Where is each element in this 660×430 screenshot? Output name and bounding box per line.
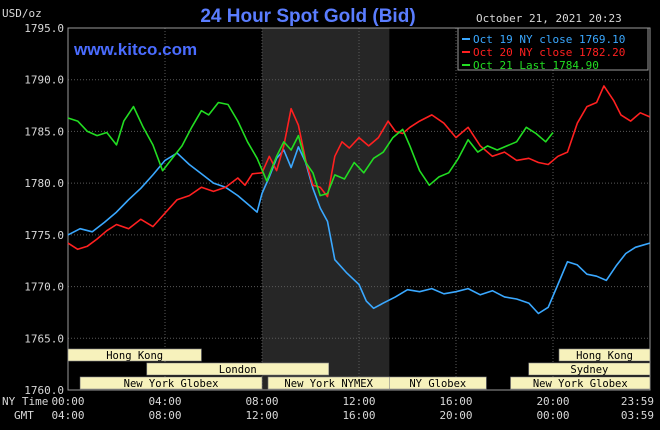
- x-tick-label-gmt: 20:00: [439, 409, 472, 422]
- y-tick-label: 1765.0: [24, 332, 64, 345]
- chart-title: 24 Hour Spot Gold (Bid): [200, 6, 415, 27]
- session-label: Sydney: [570, 364, 608, 376]
- y-axis-unit: USD/oz: [2, 7, 42, 20]
- series-line-oct-19: [67, 146, 651, 315]
- session-label: Hong Kong: [106, 350, 163, 362]
- nymex-session-band: [262, 28, 390, 390]
- x-axis-label-gmt: GMT: [14, 409, 34, 422]
- series-line-oct-21: [67, 101, 554, 197]
- session-bar: [558, 348, 651, 362]
- y-tick-label: 1780.0: [24, 177, 64, 190]
- session-bar: [79, 376, 263, 390]
- legend-box: [457, 27, 649, 71]
- session-bar: [146, 362, 329, 376]
- x-tick-label-ny: 23:59: [621, 395, 654, 408]
- session-bar: [528, 362, 651, 376]
- x-tick-label-ny: 08:00: [245, 395, 278, 408]
- session-bar: [510, 376, 651, 390]
- x-tick-label-ny: 04:00: [148, 395, 181, 408]
- x-tick-label-ny: 20:00: [536, 395, 569, 408]
- x-tick-label-gmt: 04:00: [51, 409, 84, 422]
- x-tick-label-ny: 16:00: [439, 395, 472, 408]
- plot-frame: [67, 27, 651, 391]
- session-label: New York Globex: [533, 378, 628, 390]
- y-tick-label: 1785.0: [24, 125, 64, 138]
- session-bar: [67, 348, 202, 362]
- session-label: Hong Kong: [576, 350, 633, 362]
- x-tick-label-gmt: 12:00: [245, 409, 278, 422]
- session-label: NY Globex: [409, 378, 466, 390]
- session-label: New York NYMEX: [284, 378, 373, 390]
- y-tick-label: 1775.0: [24, 229, 64, 242]
- session-bar: [389, 376, 487, 390]
- legend-entry: Oct 20 NY close 1782.20: [473, 46, 625, 59]
- x-tick-label-gmt: 16:00: [342, 409, 375, 422]
- date-label: October 21, 2021 20:23: [476, 12, 622, 25]
- series-line-oct-20: [67, 85, 651, 251]
- x-axis-label-ny: NY Time: [2, 395, 48, 408]
- legend-entry: Oct 21 Last 1784.90: [473, 59, 599, 72]
- x-tick-label-ny: 12:00: [342, 395, 375, 408]
- y-tick-label: 1770.0: [24, 281, 64, 294]
- x-tick-label-gmt: 00:00: [536, 409, 569, 422]
- session-label: New York Globex: [124, 378, 219, 390]
- legend-entry: Oct 19 NY close 1769.10: [473, 33, 625, 46]
- y-tick-label: 1790.0: [24, 74, 64, 87]
- y-tick-label: 1795.0: [24, 22, 64, 35]
- x-tick-label-ny: 00:00: [51, 395, 84, 408]
- x-tick-label-gmt: 08:00: [148, 409, 181, 422]
- site-watermark: www.kitco.com: [73, 40, 197, 59]
- session-label: London: [219, 364, 257, 376]
- x-tick-label-gmt: 03:59: [621, 409, 654, 422]
- y-tick-label: 1760.0: [24, 384, 64, 397]
